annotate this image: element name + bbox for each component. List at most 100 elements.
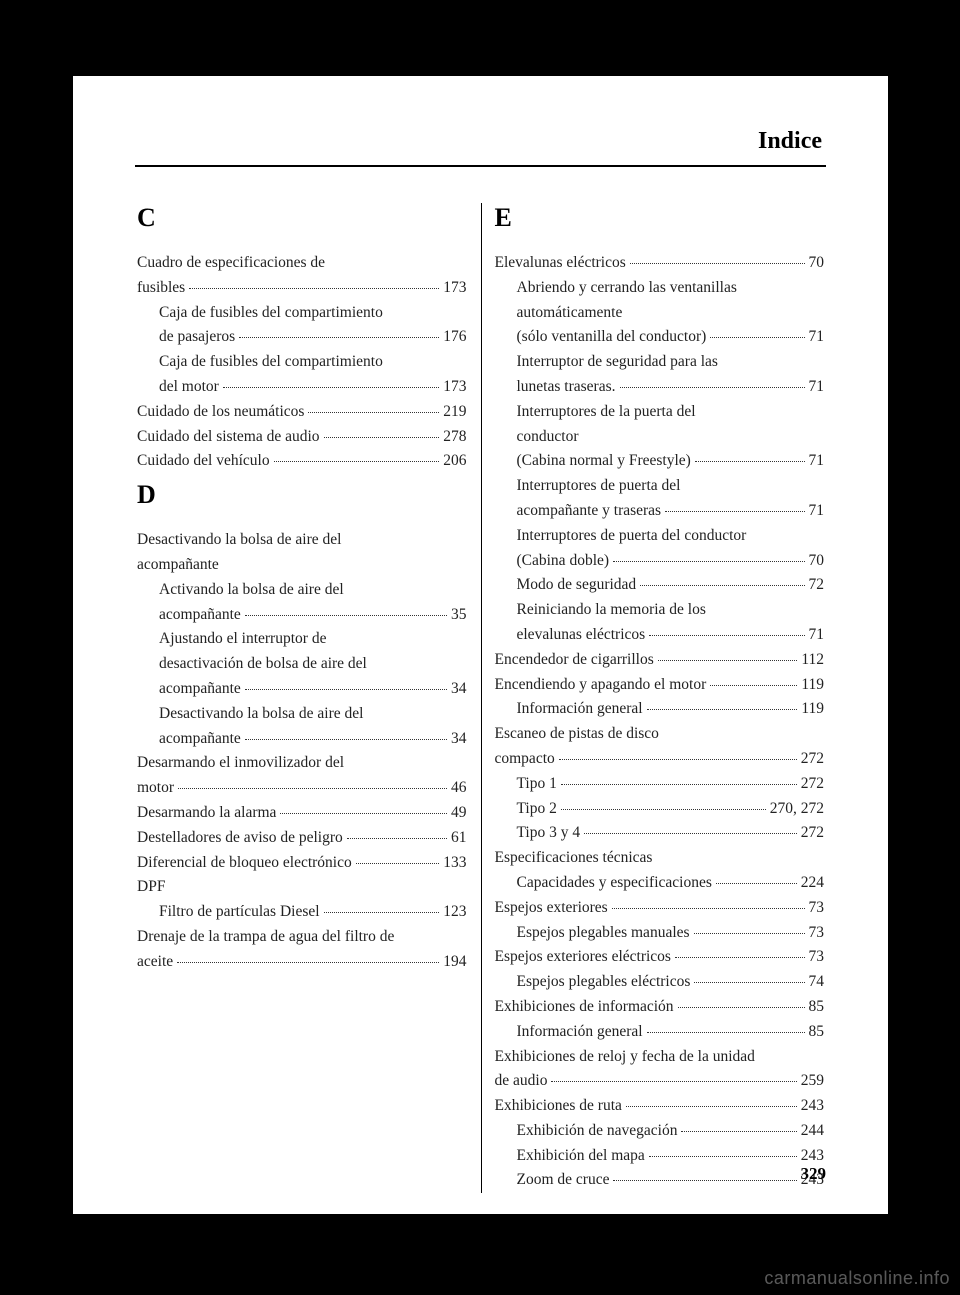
entry-continuation: conductor: [495, 425, 825, 450]
index-entry: Diferencial de bloqueo electrónico 133: [137, 851, 467, 876]
title-rule: [135, 165, 826, 167]
leader-dots: [665, 511, 804, 512]
entry-page: 71: [809, 325, 825, 350]
index-entry: Espejos plegables manuales73: [495, 921, 825, 946]
entry-label: Exhibición de navegación: [517, 1119, 678, 1144]
entry-page: 74: [809, 970, 825, 995]
leader-dots: [649, 1156, 797, 1157]
leader-dots: [178, 788, 447, 789]
index-entry: Espejos exteriores73: [495, 896, 825, 921]
entry-label: Espejos exteriores: [495, 896, 608, 921]
index-entry: elevalunas eléctricos71: [495, 623, 825, 648]
column-left: CCuadro de especificaciones defusibles17…: [135, 197, 481, 1193]
entry-page: 194: [443, 950, 466, 975]
entry-label: acompañante: [159, 603, 241, 628]
sub-entries: Filtro de partículas Diesel123: [137, 900, 467, 925]
entry-page: 70: [809, 549, 825, 574]
leader-dots: [559, 759, 797, 760]
sub-entries: Información general119: [495, 697, 825, 722]
sub-entries: Exhibición de navegación244Exhibición de…: [495, 1119, 825, 1193]
page-title: Indice: [135, 128, 826, 155]
entry-page: 243: [801, 1094, 824, 1119]
leader-dots: [324, 912, 440, 913]
index-entry: de audio 259: [495, 1069, 825, 1094]
leader-dots: [239, 337, 439, 338]
entry-page: 219: [443, 400, 466, 425]
leader-dots: [561, 809, 766, 810]
entry-page: 259: [801, 1069, 824, 1094]
entry-continuation: Cuadro de especificaciones de: [137, 251, 467, 276]
entry-page: 85: [809, 1020, 825, 1045]
index-entry: Capacidades y especificaciones224: [495, 871, 825, 896]
entry-continuation: Drenaje de la trampa de agua del filtro …: [137, 925, 467, 950]
leader-dots: [649, 635, 804, 636]
leader-dots: [647, 1032, 805, 1033]
entry-label: Encendedor de cigarrillos: [495, 648, 654, 673]
entry-continuation: Ajustando el interruptor de: [137, 627, 467, 652]
leader-dots: [710, 337, 804, 338]
entry-continuation: Interruptores de la puerta del: [495, 400, 825, 425]
entry-label: Elevalunas eléctricos: [495, 251, 626, 276]
leader-dots: [223, 387, 439, 388]
entry-continuation: Desactivando la bolsa de aire del: [137, 528, 467, 553]
entry-label: Zoom de cruce: [517, 1168, 610, 1193]
entry-continuation: desactivación de bolsa de aire del: [137, 652, 467, 677]
entry-continuation: automáticamente: [495, 301, 825, 326]
entry-continuation: Reiniciando la memoria de los: [495, 598, 825, 623]
leader-dots: [189, 288, 439, 289]
entry-page: 270, 272: [770, 797, 824, 822]
entry-page: 34: [451, 727, 467, 752]
index-entry: aceite 194: [137, 950, 467, 975]
entry-page: 133: [443, 851, 466, 876]
leader-dots: [681, 1131, 796, 1132]
index-entry: Cuidado de los neumáticos219: [137, 400, 467, 425]
leader-dots: [658, 660, 798, 661]
index-entry: Encendedor de cigarrillos112: [495, 648, 825, 673]
entry-label: aceite: [137, 950, 173, 975]
sub-entries: Tipo 1272Tipo 2270, 272Tipo 3 y 4272: [495, 772, 825, 846]
entry-continuation: Especificaciones técnicas: [495, 846, 825, 871]
entry-label: Diferencial de bloqueo electrónico: [137, 851, 352, 876]
entry-label: acompañante y traseras: [517, 499, 662, 524]
leader-dots: [620, 387, 805, 388]
sub-entries: Información general85: [495, 1020, 825, 1045]
leader-dots: [245, 689, 447, 690]
sub-entries: Espejos plegables manuales73: [495, 921, 825, 946]
leader-dots: [675, 957, 805, 958]
entry-label: fusibles: [137, 276, 185, 301]
entry-continuation: Activando la bolsa de aire del: [137, 578, 467, 603]
entry-page: 119: [801, 697, 824, 722]
leader-dots: [710, 685, 797, 686]
index-entry: lunetas traseras.71: [495, 375, 825, 400]
entry-label: Exhibiciones de información: [495, 995, 674, 1020]
entry-continuation: Interruptor de seguridad para las: [495, 350, 825, 375]
entry-label: acompañante: [159, 727, 241, 752]
entry-label: Destelladores de aviso de peligro: [137, 826, 343, 851]
entry-page: 71: [809, 623, 825, 648]
entry-label: Exhibición del mapa: [517, 1144, 645, 1169]
entry-continuation: Caja de fusibles del compartimiento: [137, 350, 467, 375]
index-entry: Zoom de cruce243: [495, 1168, 825, 1193]
index-entry: Espejos plegables eléctricos74: [495, 970, 825, 995]
entry-label: del motor: [159, 375, 219, 400]
document-page: Indice CCuadro de especificaciones defus…: [73, 76, 888, 1214]
index-entry: Filtro de partículas Diesel123: [137, 900, 467, 925]
entry-label: de audio: [495, 1069, 548, 1094]
entry-page: 119: [801, 673, 824, 698]
index-entry: Elevalunas eléctricos70: [495, 251, 825, 276]
index-letter: D: [137, 480, 467, 510]
index-entry: del motor173: [137, 375, 467, 400]
leader-dots: [177, 962, 439, 963]
watermark: carmanualsonline.info: [764, 1268, 950, 1289]
entry-page: 206: [443, 449, 466, 474]
leader-dots: [694, 982, 804, 983]
entry-page: 85: [809, 995, 825, 1020]
index-entry: acompañante 34: [137, 727, 467, 752]
entry-page: 34: [451, 677, 467, 702]
entry-label: Encendiendo y apagando el motor: [495, 673, 707, 698]
leader-dots: [356, 863, 440, 864]
index-entry: Espejos exteriores eléctricos73: [495, 945, 825, 970]
sub-entries: Espejos plegables eléctricos74: [495, 970, 825, 995]
leader-dots: [324, 437, 440, 438]
index-entry: (Cabina normal y Freestyle)71: [495, 449, 825, 474]
